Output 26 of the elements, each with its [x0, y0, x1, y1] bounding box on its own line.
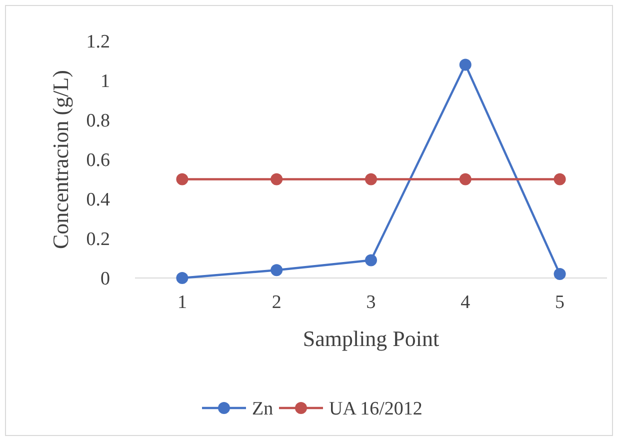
point	[459, 173, 472, 186]
point	[365, 254, 377, 266]
y-tick-label: 0.6	[86, 150, 110, 172]
x-tick-label: 4	[460, 292, 471, 313]
legend-label: Zn	[252, 398, 274, 420]
y-tick-label: 0	[100, 268, 110, 290]
point	[270, 173, 283, 186]
point	[176, 173, 188, 186]
y-tick-label: 0.8	[86, 110, 110, 132]
x-tick-label: 1	[177, 292, 187, 313]
x-tick-label: 2	[272, 292, 282, 313]
point	[176, 272, 188, 284]
y-tick-label: 1	[100, 71, 110, 92]
point	[459, 58, 472, 71]
x-axis-title: Sampling Point	[302, 326, 440, 351]
point	[554, 268, 566, 280]
x-tick-label: 3	[366, 292, 376, 313]
legend-label: UA 16/2012	[329, 398, 422, 420]
y-tick-label: 0.2	[86, 229, 110, 250]
x-tick-label: 5	[555, 292, 565, 313]
y-tick-label: 1.2	[86, 32, 110, 53]
y-axis-title: Concentracion (g/L)	[48, 70, 73, 249]
point	[554, 173, 566, 186]
y-tick-label: 0.4	[86, 190, 110, 211]
point	[270, 264, 283, 276]
point	[365, 173, 377, 186]
